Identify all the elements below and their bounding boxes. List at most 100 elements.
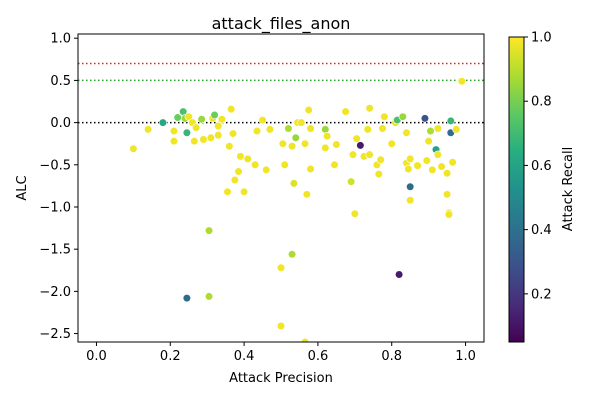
colorbar-tick-label: 0.8 [531,95,552,110]
scatter-points [129,77,466,342]
data-point [284,124,293,133]
data-point [297,118,306,127]
colorbar-tick-label: 1.0 [531,31,552,46]
x-tick-label: 0.8 [381,349,402,364]
plot-frame [77,33,485,343]
data-point [444,210,454,219]
data-point [144,125,153,134]
data-point [169,126,179,136]
data-point [199,135,208,144]
y-tick-label: −0.5 [39,158,71,173]
data-point [380,112,389,121]
data-point [306,124,315,133]
data-point [278,139,287,148]
data-point [304,105,313,115]
chart-title: attack_files_anon [212,14,351,34]
data-point [214,121,223,131]
colorbar [508,36,525,343]
data-point [341,107,350,116]
data-point [306,164,315,174]
data-point [321,125,330,134]
data-point [291,133,300,142]
data-point [129,144,138,153]
y-tick-label: −1.5 [39,243,71,258]
data-point [287,142,297,151]
data-point [239,187,249,196]
data-point [446,116,455,126]
y-tick-label: −2.5 [39,327,71,342]
data-point [424,137,433,146]
colorbar-tick-label: 0.4 [531,223,552,238]
data-point [365,104,374,113]
data-point [190,137,199,146]
y-tick-label: −1.0 [39,200,71,215]
data-point [276,263,286,272]
data-point [352,134,361,143]
data-point [406,182,415,191]
data-point [184,112,193,121]
data-point [422,156,431,165]
data-point [182,128,191,137]
data-point [365,150,374,159]
data-point [225,142,234,151]
data-point [265,125,275,134]
data-point [406,196,415,205]
data-point [330,160,339,169]
data-point [214,131,223,140]
data-point [437,162,446,171]
data-point [457,77,466,86]
y-tick-label: −2.0 [39,285,71,300]
data-point [206,133,215,142]
data-point [289,179,299,188]
data-point [302,190,311,199]
data-point [323,132,332,141]
data-point [426,126,435,136]
y-tick-label: 0.5 [50,74,71,89]
x-tick-label: 0.6 [308,349,329,364]
colorbar-ticks: 0.2 0.4 0.6 0.8 1.0 [524,31,552,302]
data-point [204,226,214,235]
data-point [350,209,359,218]
data-point [404,164,413,174]
data-point [433,124,442,133]
data-point [378,124,387,133]
data-point [204,292,214,301]
data-point [433,150,442,159]
data-point [348,150,358,159]
data-point [356,141,365,150]
data-point [376,155,385,164]
x-axis-label: Attack Precision [229,371,333,386]
data-point [428,165,437,174]
x-tick-label: 0.4 [234,349,255,364]
x-axis-ticks: 0.0 0.2 0.4 0.6 0.8 1.0 [86,342,476,364]
y-axis-label: ALC [15,175,30,200]
data-point [300,337,310,342]
data-point [258,115,267,125]
data-point [287,250,297,259]
data-point [406,154,415,163]
colorbar-label: Attack Recall [561,147,576,231]
y-tick-label: 1.0 [50,32,71,47]
data-point [169,137,179,146]
data-point [252,126,262,136]
data-point [402,128,411,137]
data-point [280,160,289,169]
data-point [234,167,243,176]
data-point [347,177,356,186]
data-point [228,129,238,138]
data-point [197,115,206,124]
data-point [452,125,461,134]
data-point [387,139,396,148]
x-tick-label: 1.0 [455,349,476,364]
data-point [230,175,239,185]
reference-lines [78,62,484,124]
data-point [442,169,452,178]
data-point [276,321,286,331]
data-point [398,112,407,121]
data-point [413,161,422,170]
data-point [236,152,245,161]
data-point [158,118,167,127]
data-point [321,143,330,153]
data-point [182,294,191,303]
